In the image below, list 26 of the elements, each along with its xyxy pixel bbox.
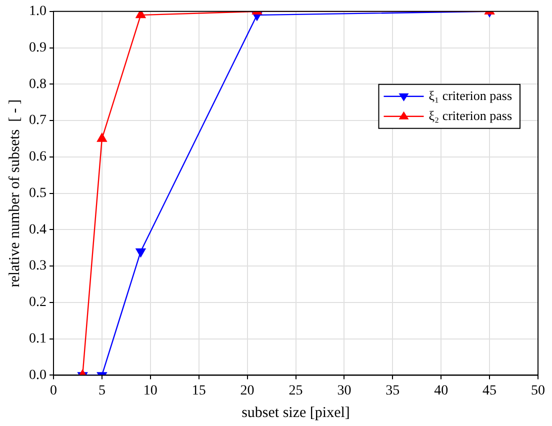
y-tick-label: 0.1 — [29, 331, 46, 346]
x-tick-label: 50 — [531, 383, 545, 398]
x-tick-label: 45 — [482, 383, 497, 398]
y-tick-label: 0.5 — [29, 186, 46, 201]
x-tick-label: 35 — [386, 383, 400, 398]
y-tick-label: 0.4 — [29, 222, 46, 238]
x-tick-label: 15 — [192, 383, 206, 398]
x-tick-label: 5 — [98, 383, 106, 398]
y-tick-label: 0.6 — [29, 150, 46, 165]
x-tick-label: 0 — [50, 383, 57, 398]
y-tick-label: 0.2 — [29, 295, 46, 310]
y-tick-label: 0.9 — [29, 40, 46, 56]
x-tick-label: 20 — [240, 383, 254, 398]
y-axis-title: relative number of subsets [ - ] — [6, 99, 23, 288]
y-tick-label: 0.3 — [29, 258, 46, 274]
y-tick-label: 1.0 — [29, 4, 46, 20]
x-tick-label: 25 — [288, 383, 303, 398]
x-axis-title: subset size [pixel] — [242, 404, 350, 421]
legend-label: ξ₂ criterion pass — [428, 108, 512, 123]
y-tick-label: 0.8 — [29, 76, 46, 92]
x-tick-label: 10 — [143, 383, 158, 398]
y-tick-label: 0.7 — [29, 113, 46, 128]
legend-label: ξ₁ criterion pass — [428, 88, 512, 103]
y-tick-label: 0.0 — [29, 368, 46, 383]
x-tick-label: 30 — [337, 383, 352, 398]
x-tick-label: 40 — [434, 383, 448, 398]
